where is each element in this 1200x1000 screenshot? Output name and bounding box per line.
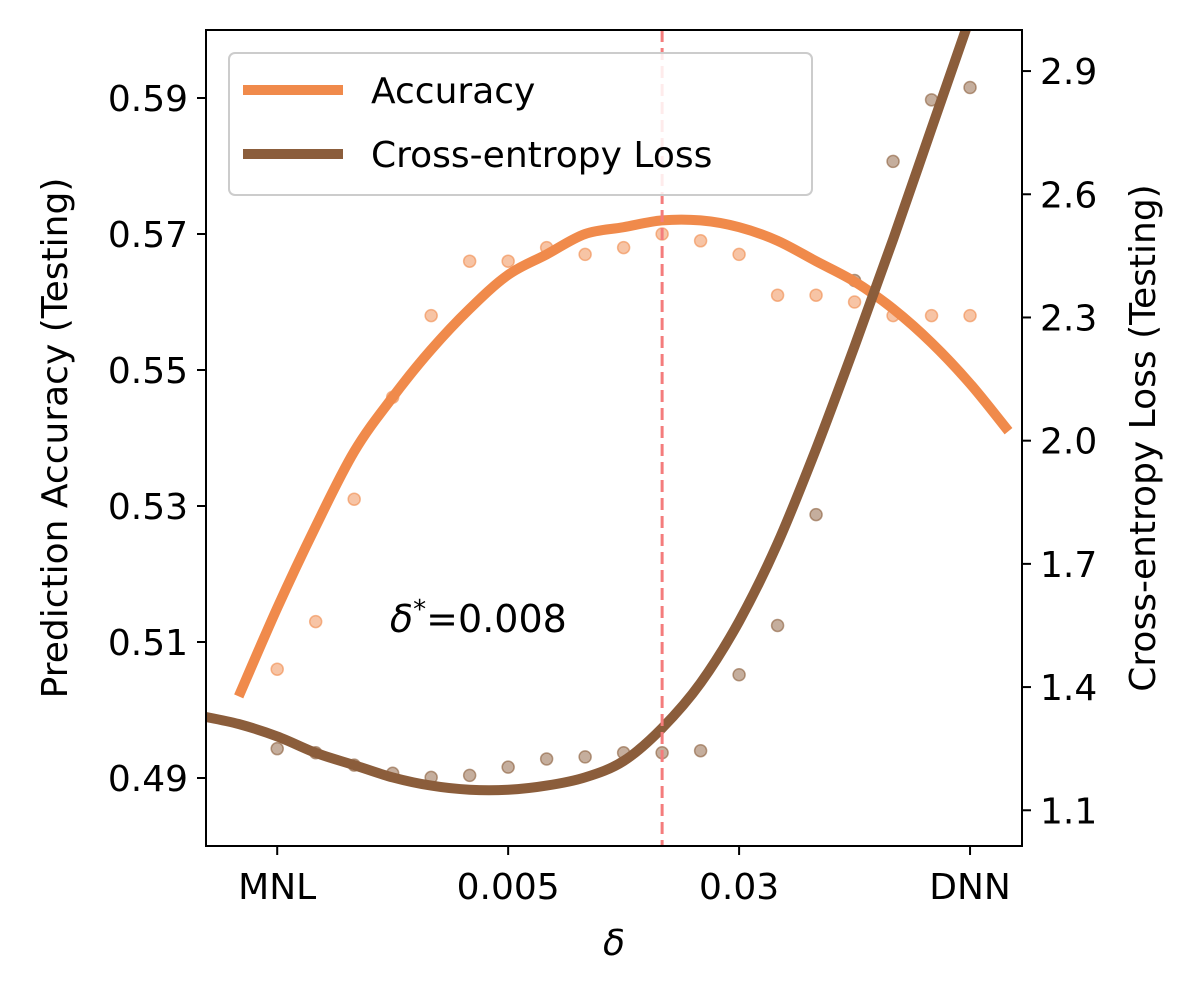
y-right-tick-label: 1.1 xyxy=(1040,791,1097,832)
cross-entropy-loss-data-point xyxy=(963,80,977,95)
x-axis-title: δ xyxy=(603,923,625,964)
accuracy-data-point xyxy=(616,240,631,255)
cross-entropy-loss-data-point xyxy=(539,752,554,766)
y-left-tick-label: 0.51 xyxy=(108,623,188,664)
accuracy-data-point xyxy=(424,308,438,323)
y-left-tick-label: 0.59 xyxy=(108,79,188,120)
accuracy-data-point xyxy=(732,247,746,262)
cross-entropy-loss-data-point xyxy=(886,154,900,169)
y-axis-right: 1.1 1.4 1.7 2.0 2.3 2.6 2.9 xyxy=(1022,52,1097,832)
cross-entropy-loss-data-point xyxy=(809,507,823,522)
accuracy-data-point xyxy=(693,234,708,248)
y-right-tick-label: 1.7 xyxy=(1040,545,1097,586)
optimal-delta-annotation: δ*=0.008 xyxy=(390,595,567,641)
x-axis: MNL 0.005 0.03 DNN xyxy=(238,846,1011,908)
legend-label-accuracy: Accuracy xyxy=(371,71,535,112)
y-left-tick-label: 0.55 xyxy=(108,351,188,392)
annotation-delta-symbol: δ xyxy=(390,597,413,641)
y-axis-left: 0.49 0.51 0.53 0.55 0.57 0.59 xyxy=(108,79,206,800)
annotation-value: =0.008 xyxy=(426,597,567,641)
accuracy-data-point xyxy=(347,492,361,506)
x-tick-label: DNN xyxy=(929,867,1011,908)
accuracy-data-point xyxy=(270,662,284,676)
legend: Accuracy Cross-entropy Loss xyxy=(228,52,813,196)
accuracy-data-point xyxy=(924,308,939,323)
legend-label-loss: Cross-entropy Loss xyxy=(371,135,712,176)
x-tick-label: MNL xyxy=(238,867,316,908)
cross-entropy-loss-data-point xyxy=(501,760,515,774)
y-axis-right-title: Cross-entropy Loss (Testing) xyxy=(1123,184,1164,691)
y-right-tick-label: 2.3 xyxy=(1040,298,1097,339)
accuracy-data-point xyxy=(770,288,785,302)
legend-box xyxy=(228,52,813,196)
y-right-tick-label: 1.4 xyxy=(1040,668,1097,709)
annotation-superscript: * xyxy=(413,595,426,625)
cross-entropy-loss-data-point xyxy=(693,743,708,758)
cross-entropy-loss-data-point xyxy=(270,741,284,756)
accuracy-data-point xyxy=(963,308,977,323)
accuracy-data-point xyxy=(308,614,323,629)
y-right-tick-label: 2.6 xyxy=(1040,175,1097,216)
y-left-tick-label: 0.49 xyxy=(108,759,188,800)
y-right-tick-label: 2.9 xyxy=(1040,52,1097,93)
accuracy-data-point xyxy=(847,295,862,309)
x-tick-label: 0.03 xyxy=(699,867,779,908)
cross-entropy-loss-data-point xyxy=(770,618,785,633)
cross-entropy-loss-data-point xyxy=(732,668,746,682)
plot-frame xyxy=(205,29,1023,847)
y-left-tick-label: 0.57 xyxy=(108,215,188,256)
accuracy-data-point xyxy=(501,254,515,268)
y-axis-left-title: Prediction Accuracy (Testing) xyxy=(35,178,76,699)
y-left-tick-label: 0.53 xyxy=(108,487,188,528)
x-tick-label: 0.005 xyxy=(457,867,560,908)
accuracy-data-point xyxy=(462,254,477,268)
y-right-tick-label: 2.0 xyxy=(1040,422,1097,463)
cross-entropy-loss-data-point xyxy=(462,768,477,783)
accuracy-data-point xyxy=(809,288,823,302)
cross-entropy-loss-fit-line xyxy=(206,30,972,796)
accuracy-data-point xyxy=(578,247,592,262)
cross-entropy-loss-data-point xyxy=(578,750,592,764)
